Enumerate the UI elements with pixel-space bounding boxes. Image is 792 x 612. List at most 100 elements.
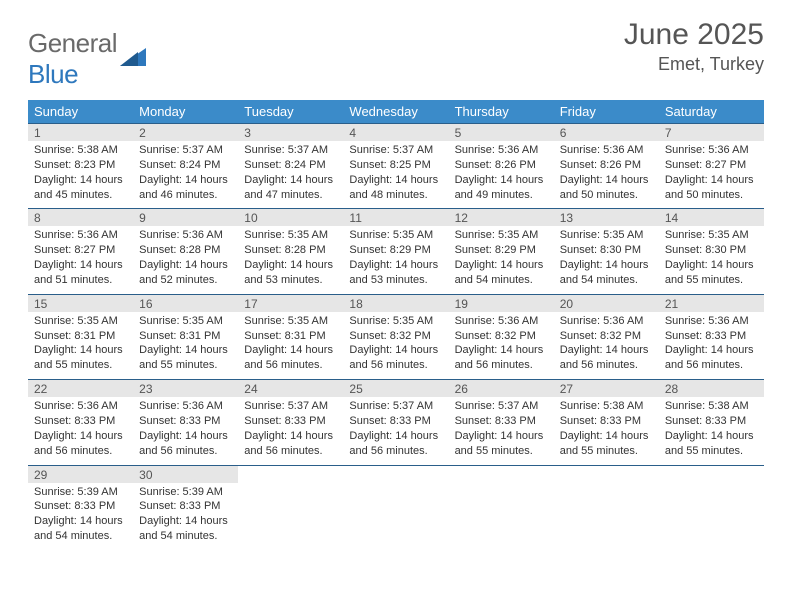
sunset-line: Sunset: 8:33 PM [560,414,653,429]
day-body-cell: Sunrise: 5:38 AMSunset: 8:33 PMDaylight:… [554,397,659,465]
sunset-line: Sunset: 8:29 PM [349,243,442,258]
day-number-cell: 13 [554,209,659,227]
daylight-line: Daylight: 14 hours and 50 minutes. [665,173,758,203]
day-number-cell: 19 [449,294,554,312]
day-number-cell [449,465,554,483]
daylight-line: Daylight: 14 hours and 56 minutes. [349,429,442,459]
sunset-line: Sunset: 8:28 PM [139,243,232,258]
day-body-cell: Sunrise: 5:37 AMSunset: 8:33 PMDaylight:… [449,397,554,465]
day-number-cell: 26 [449,380,554,398]
daylight-line: Daylight: 14 hours and 54 minutes. [560,258,653,288]
day-number-cell: 12 [449,209,554,227]
sunrise-line: Sunrise: 5:35 AM [139,314,232,329]
logo: General Blue [28,18,146,90]
daylight-line: Daylight: 14 hours and 47 minutes. [244,173,337,203]
sunrise-line: Sunrise: 5:36 AM [139,399,232,414]
day-body-cell: Sunrise: 5:35 AMSunset: 8:29 PMDaylight:… [449,226,554,294]
sunrise-line: Sunrise: 5:38 AM [665,399,758,414]
sunrise-line: Sunrise: 5:36 AM [560,314,653,329]
sunrise-line: Sunrise: 5:36 AM [139,228,232,243]
day-number-cell: 28 [659,380,764,398]
sunrise-line: Sunrise: 5:37 AM [244,143,337,158]
day-body-cell [554,483,659,550]
daylight-line: Daylight: 14 hours and 56 minutes. [455,343,548,373]
weekday-header: Sunday [28,100,133,124]
day-body-cell [449,483,554,550]
sunrise-line: Sunrise: 5:37 AM [455,399,548,414]
sunset-line: Sunset: 8:33 PM [34,499,127,514]
day-body-cell: Sunrise: 5:36 AMSunset: 8:26 PMDaylight:… [554,141,659,209]
sunrise-line: Sunrise: 5:37 AM [349,143,442,158]
day-number-cell: 3 [238,124,343,142]
sunset-line: Sunset: 8:27 PM [665,158,758,173]
sunset-line: Sunset: 8:24 PM [244,158,337,173]
sunset-line: Sunset: 8:33 PM [244,414,337,429]
day-number-cell: 16 [133,294,238,312]
daylight-line: Daylight: 14 hours and 53 minutes. [349,258,442,288]
day-body-cell: Sunrise: 5:39 AMSunset: 8:33 PMDaylight:… [28,483,133,550]
weekday-header: Friday [554,100,659,124]
weekday-header: Thursday [449,100,554,124]
day-body-cell: Sunrise: 5:36 AMSunset: 8:27 PMDaylight:… [28,226,133,294]
daylight-line: Daylight: 14 hours and 55 minutes. [34,343,127,373]
day-number-cell: 25 [343,380,448,398]
daylight-line: Daylight: 14 hours and 55 minutes. [139,343,232,373]
day-number-cell: 27 [554,380,659,398]
daylight-line: Daylight: 14 hours and 50 minutes. [560,173,653,203]
sunset-line: Sunset: 8:28 PM [244,243,337,258]
sunrise-line: Sunrise: 5:38 AM [34,143,127,158]
sunrise-line: Sunrise: 5:39 AM [139,485,232,500]
sunset-line: Sunset: 8:31 PM [244,329,337,344]
day-number-row: 1234567 [28,124,764,142]
daylight-line: Daylight: 14 hours and 45 minutes. [34,173,127,203]
daylight-line: Daylight: 14 hours and 53 minutes. [244,258,337,288]
sunrise-line: Sunrise: 5:35 AM [560,228,653,243]
sunrise-line: Sunrise: 5:39 AM [34,485,127,500]
sunset-line: Sunset: 8:33 PM [139,499,232,514]
day-number-row: 891011121314 [28,209,764,227]
sunrise-line: Sunrise: 5:38 AM [560,399,653,414]
day-body-cell: Sunrise: 5:37 AMSunset: 8:33 PMDaylight:… [238,397,343,465]
sunset-line: Sunset: 8:33 PM [349,414,442,429]
weekday-header-row: SundayMondayTuesdayWednesdayThursdayFrid… [28,100,764,124]
daylight-line: Daylight: 14 hours and 56 minutes. [34,429,127,459]
day-number-cell: 23 [133,380,238,398]
day-body-cell: Sunrise: 5:38 AMSunset: 8:23 PMDaylight:… [28,141,133,209]
day-body-cell: Sunrise: 5:35 AMSunset: 8:31 PMDaylight:… [28,312,133,380]
sunrise-line: Sunrise: 5:36 AM [34,228,127,243]
title-block: June 2025 Emet, Turkey [624,18,764,75]
day-body-cell [343,483,448,550]
day-number-cell: 1 [28,124,133,142]
sunset-line: Sunset: 8:30 PM [665,243,758,258]
sunrise-line: Sunrise: 5:36 AM [34,399,127,414]
day-number-cell: 2 [133,124,238,142]
daylight-line: Daylight: 14 hours and 55 minutes. [455,429,548,459]
sunrise-line: Sunrise: 5:35 AM [244,314,337,329]
day-body-cell: Sunrise: 5:35 AMSunset: 8:28 PMDaylight:… [238,226,343,294]
day-number-cell [659,465,764,483]
day-body-cell: Sunrise: 5:35 AMSunset: 8:29 PMDaylight:… [343,226,448,294]
sunrise-line: Sunrise: 5:35 AM [665,228,758,243]
daylight-line: Daylight: 14 hours and 52 minutes. [139,258,232,288]
daylight-line: Daylight: 14 hours and 55 minutes. [665,429,758,459]
daylight-line: Daylight: 14 hours and 55 minutes. [665,258,758,288]
day-number-cell: 29 [28,465,133,483]
daylight-line: Daylight: 14 hours and 46 minutes. [139,173,232,203]
day-number-cell: 4 [343,124,448,142]
day-body-row: Sunrise: 5:39 AMSunset: 8:33 PMDaylight:… [28,483,764,550]
sunrise-line: Sunrise: 5:37 AM [349,399,442,414]
daylight-line: Daylight: 14 hours and 56 minutes. [349,343,442,373]
day-number-cell [343,465,448,483]
sunrise-line: Sunrise: 5:36 AM [455,314,548,329]
daylight-line: Daylight: 14 hours and 54 minutes. [34,514,127,544]
day-body-cell: Sunrise: 5:35 AMSunset: 8:31 PMDaylight:… [238,312,343,380]
day-number-row: 22232425262728 [28,380,764,398]
sunset-line: Sunset: 8:27 PM [34,243,127,258]
day-number-cell: 21 [659,294,764,312]
day-body-cell: Sunrise: 5:36 AMSunset: 8:33 PMDaylight:… [28,397,133,465]
day-number-cell: 10 [238,209,343,227]
logo-part1: General [28,28,117,58]
daylight-line: Daylight: 14 hours and 56 minutes. [560,343,653,373]
sunset-line: Sunset: 8:31 PM [34,329,127,344]
sunrise-line: Sunrise: 5:36 AM [665,314,758,329]
